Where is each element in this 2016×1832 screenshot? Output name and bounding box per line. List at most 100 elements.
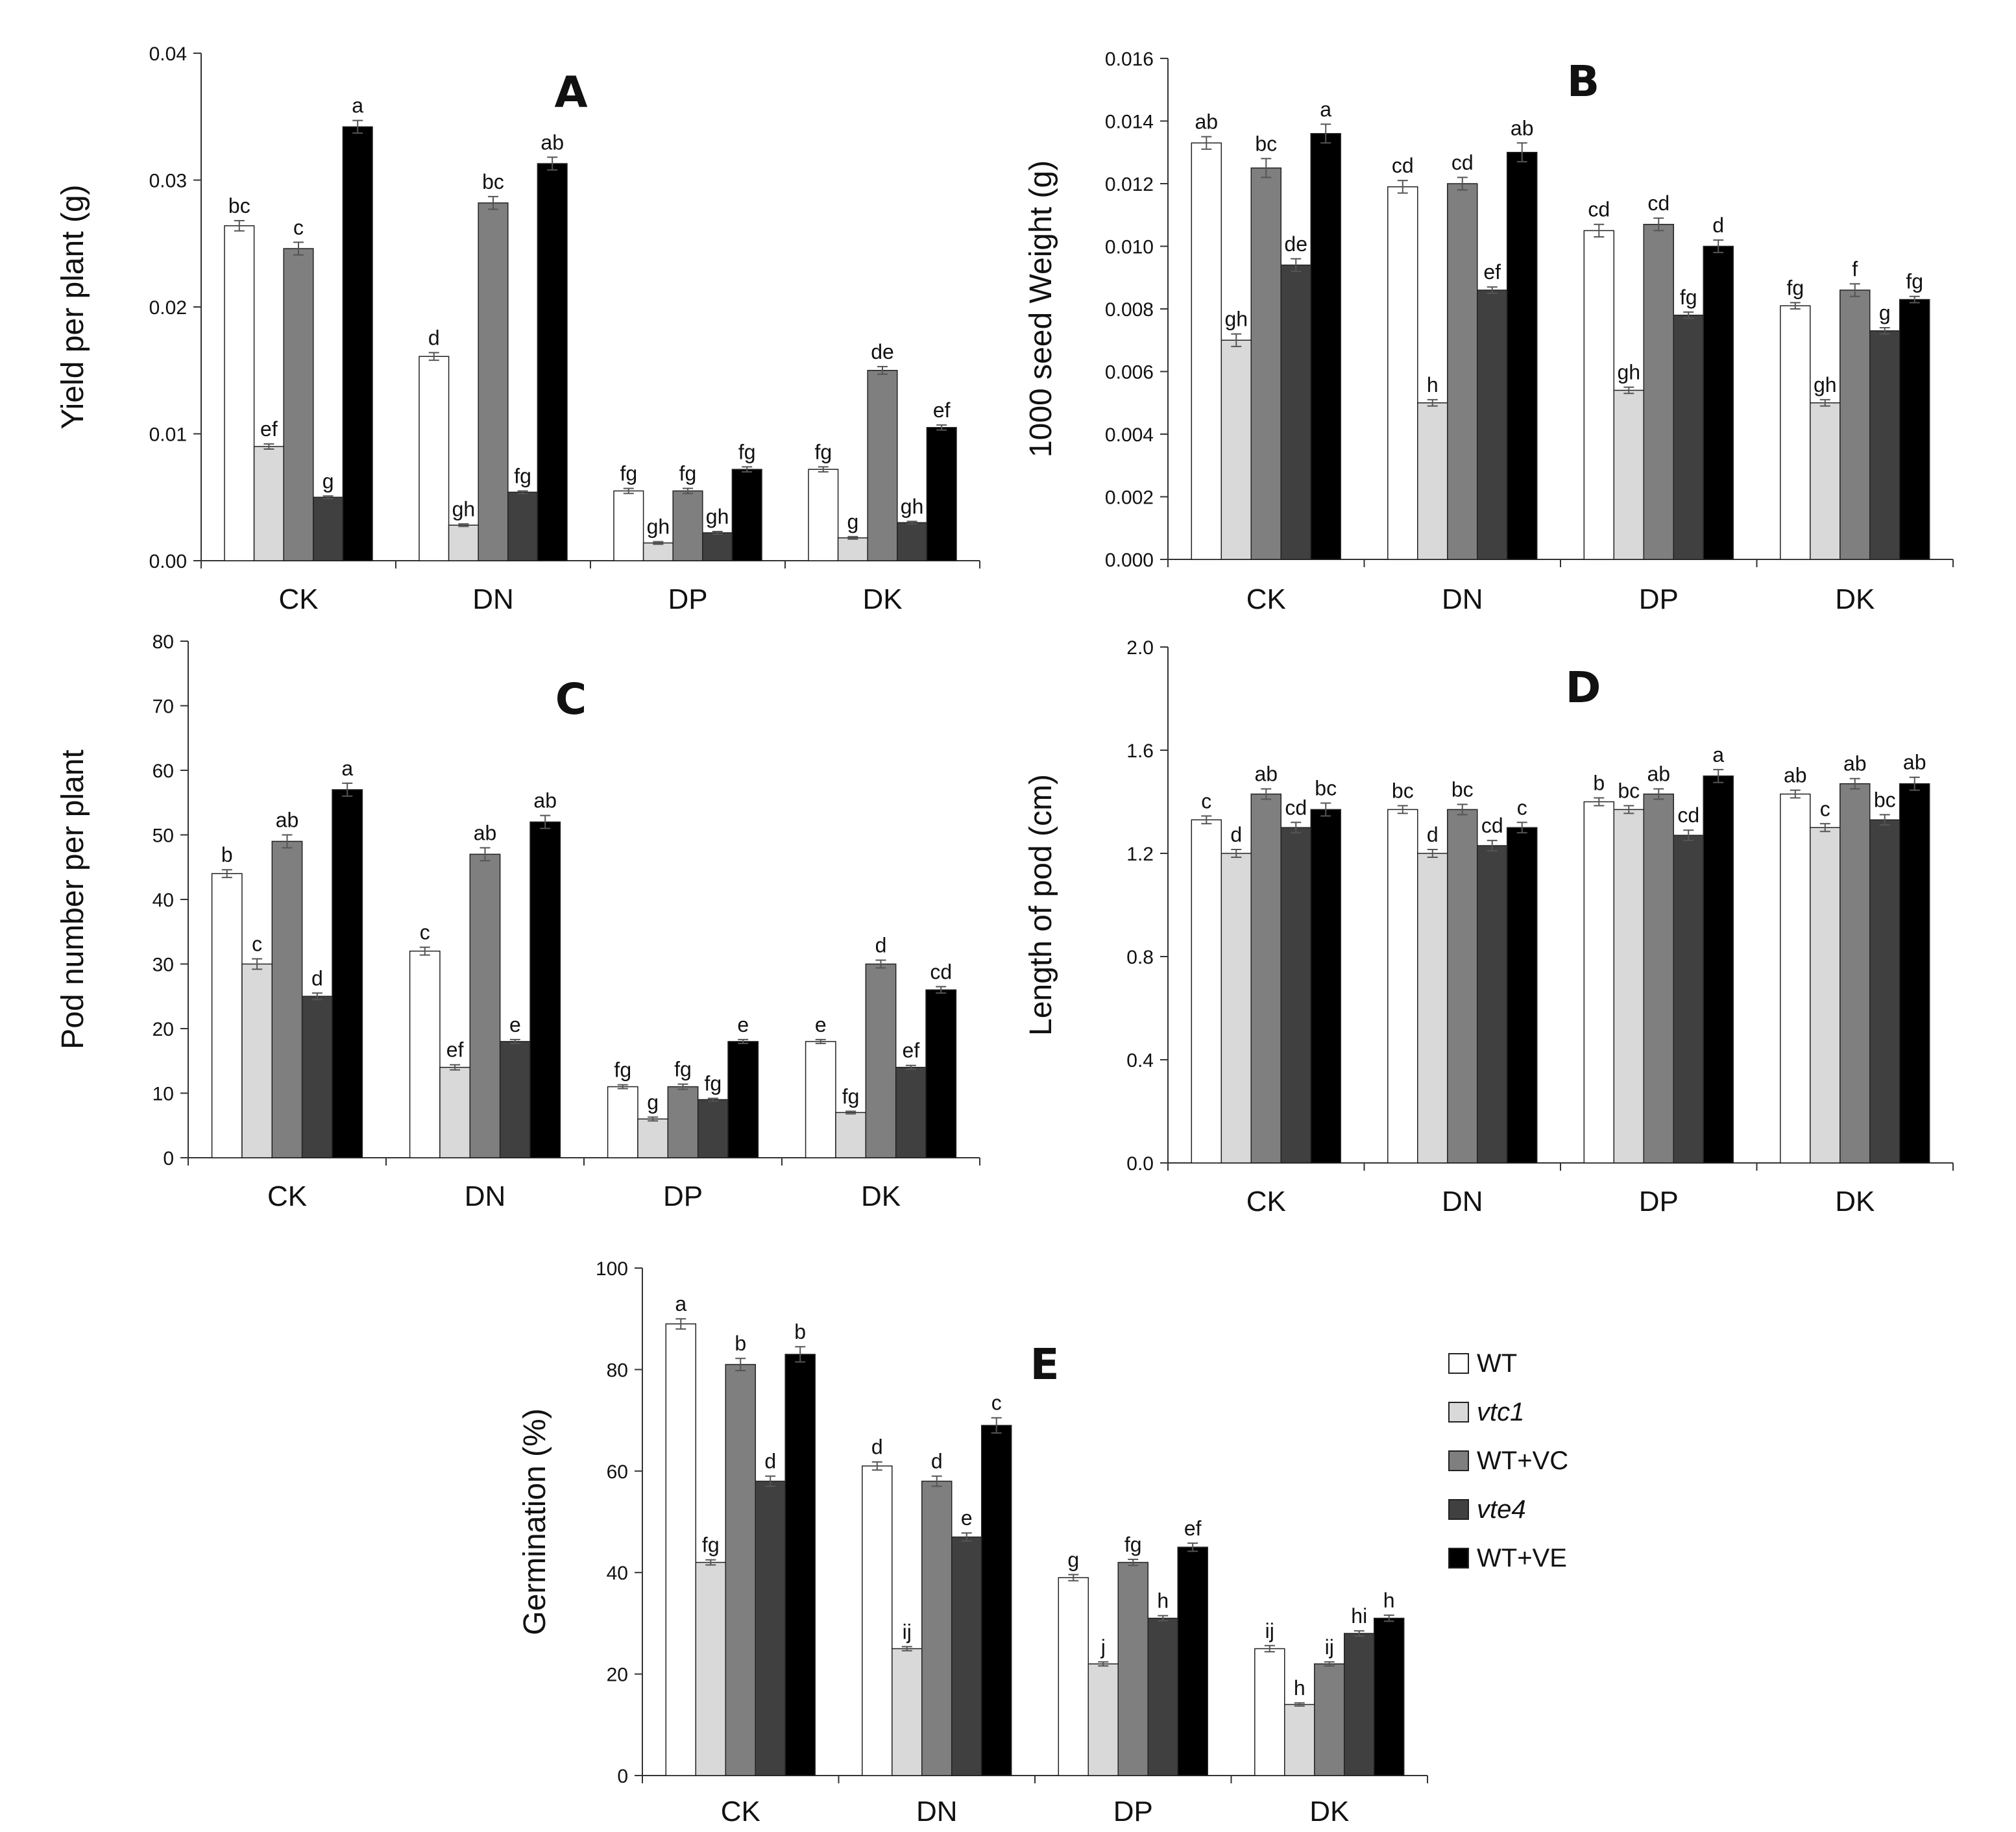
y-tick-label: 0: [163, 1148, 174, 1169]
bar-wt-ve: [727, 1041, 759, 1158]
significance-letter: bc: [1874, 788, 1896, 811]
bar-vtc1: [1417, 853, 1448, 1164]
error-bar: [1487, 840, 1498, 852]
legend-item: WT: [1448, 1349, 1517, 1378]
error-bar: [1487, 286, 1498, 294]
x-category-label: CK: [721, 1796, 760, 1827]
y-tick-label: 1.2: [1126, 844, 1154, 865]
error-bar: [1397, 180, 1408, 194]
bar-wt-ve: [1177, 1546, 1208, 1776]
y-tick-label: 0.4: [1126, 1050, 1154, 1071]
significance-letter: ab: [540, 130, 564, 154]
significance-letter: ab: [276, 809, 299, 832]
significance-letter: bc: [228, 194, 250, 217]
bar-vte4: [1869, 819, 1901, 1164]
error-bar: [293, 241, 304, 256]
error-bar: [906, 520, 917, 525]
bar-wt: [1387, 186, 1418, 560]
significance-letter: c: [1517, 796, 1527, 819]
bar-wt-vc: [867, 370, 898, 561]
bar-vtc1: [1613, 389, 1645, 560]
x-category-label: DP: [663, 1180, 703, 1212]
y-tick-label: 40: [607, 1563, 628, 1584]
bar-wt-ve: [537, 163, 568, 561]
bar-wt: [224, 225, 255, 561]
bar-wt: [1191, 142, 1222, 560]
significance-letter: bc: [1315, 776, 1337, 800]
significance-letter: cd: [1677, 803, 1699, 827]
bar-wt-vc: [1250, 167, 1281, 560]
legend-label: vtc1: [1477, 1398, 1524, 1426]
error-bar: [282, 834, 293, 849]
significance-letter: cd: [1588, 198, 1610, 221]
y-axis-title: Germination (%): [518, 1408, 552, 1635]
y-tick-label: 80: [607, 1360, 628, 1381]
bar-vte4: [1476, 289, 1508, 560]
x-category-label: DN: [1442, 1186, 1483, 1217]
y-tick-label: 0.04: [149, 43, 187, 65]
error-bar: [1128, 1558, 1139, 1567]
bar-vte4: [897, 522, 928, 561]
bar-vte4: [1280, 827, 1311, 1164]
significance-letter: ab: [1843, 752, 1867, 776]
significance-letter: ij: [903, 1620, 912, 1643]
bar-wt: [607, 1086, 638, 1158]
significance-letter: c: [293, 215, 304, 239]
bar-wt-ve: [1506, 827, 1538, 1164]
error-bar: [845, 1110, 856, 1115]
bar-wt-vc: [1314, 1663, 1345, 1776]
significance-letter: f: [1852, 257, 1858, 280]
y-tick-label: 60: [152, 761, 174, 782]
significance-letter: e: [961, 1506, 973, 1530]
bar-wt-vc: [1447, 809, 1478, 1164]
y-tick-label: 0.014: [1105, 112, 1154, 133]
y-axis-title: 1000 seed Weight (g): [1024, 160, 1058, 458]
error-bar: [419, 946, 430, 956]
error-bar: [683, 487, 693, 495]
error-bar: [1158, 1615, 1169, 1622]
y-tick-label: 2.0: [1126, 637, 1154, 659]
error-bar: [1516, 822, 1527, 834]
bar-wt: [1583, 230, 1615, 560]
y-tick-label: 0: [617, 1766, 628, 1787]
significance-letter: fg: [705, 1071, 722, 1095]
y-tick-label: 50: [152, 825, 174, 847]
significance-letter: ab: [1254, 763, 1278, 786]
significance-letter: bc: [1392, 779, 1414, 802]
error-bar: [221, 869, 232, 879]
significance-letter: cd: [1451, 151, 1474, 174]
x-category-label: DK: [1835, 583, 1875, 615]
panel-letter: C: [555, 674, 587, 724]
bar-wt-vc: [1643, 223, 1674, 560]
significance-letter: h: [1294, 1676, 1306, 1700]
y-tick-label: 0.00: [149, 551, 187, 572]
bar-wt: [419, 356, 450, 561]
bar-wt-ve: [529, 821, 561, 1158]
error-bar: [901, 1646, 912, 1652]
error-bar: [234, 220, 245, 232]
error-bar: [738, 1038, 749, 1044]
error-bar: [509, 1038, 520, 1044]
error-bar: [1819, 398, 1830, 407]
bar-vte4: [1343, 1633, 1375, 1776]
significance-letter: c: [252, 933, 262, 956]
error-bar: [1713, 768, 1724, 783]
significance-letter: d: [1230, 823, 1242, 846]
bar-wt: [808, 469, 839, 561]
error-bar: [1683, 311, 1694, 319]
significance-letter: fg: [614, 1058, 631, 1082]
error-bar: [677, 1083, 688, 1090]
significance-letter: gh: [1224, 308, 1248, 331]
bar-vtc1: [1810, 402, 1841, 560]
significance-letter: ef: [903, 1039, 920, 1062]
significance-letter: cd: [1647, 191, 1670, 215]
significance-letter: ab: [474, 821, 497, 844]
significance-letter: d: [931, 1450, 943, 1473]
error-bar: [623, 487, 634, 495]
bar-wt-vc: [725, 1363, 756, 1776]
significance-letter: c: [1820, 797, 1830, 820]
error-bar: [712, 531, 723, 535]
bar-wt-ve: [1899, 783, 1930, 1164]
significance-letter: d: [1712, 214, 1724, 237]
